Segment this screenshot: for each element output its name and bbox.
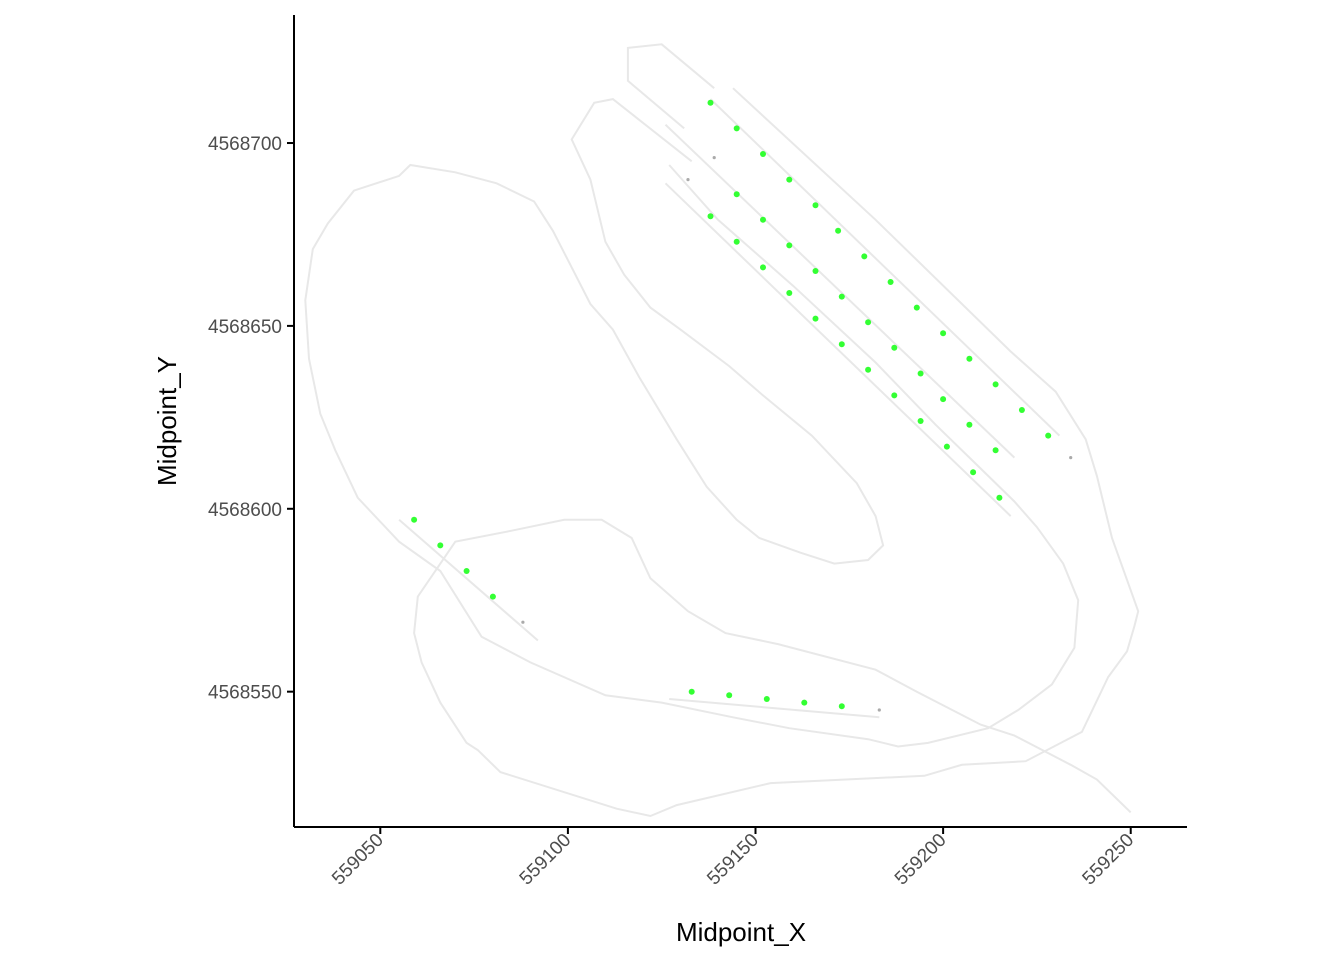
data-point [891,392,898,399]
data-point [940,330,947,337]
data-point [943,443,950,450]
data-point [992,381,999,388]
track-line [398,519,539,642]
data-point [838,703,845,710]
data-point [733,125,740,132]
data-point [865,366,872,373]
data-point [786,290,793,296]
data-point [887,279,894,285]
x-tick-label: 559150 [703,830,763,890]
y-tick-label: 4568650 [208,317,282,338]
data-point-excluded [686,178,690,182]
x-tick-label: 559250 [1079,830,1139,890]
y-tick-label: 4568600 [208,500,282,521]
data-point [812,315,819,322]
data-point [812,268,819,274]
data-point [966,421,973,428]
data-point [1045,432,1052,439]
track-line [664,182,1012,517]
data-point [917,370,924,377]
data-point [992,447,999,454]
x-tick-label: 559200 [891,830,951,890]
data-point [838,341,845,348]
data-point [838,293,845,300]
data-point [970,469,977,476]
data-point [489,593,496,600]
data-point-excluded [1069,456,1073,460]
x-ticks: 559050 559100 559150 559200 559250 [328,827,1138,889]
data-point-excluded [521,620,525,624]
data-point [437,542,444,549]
data-point [812,202,819,209]
data-point [913,304,920,311]
track-layer [398,98,1061,719]
data-point [760,216,766,223]
data-point [726,692,733,699]
data-point [996,494,1003,501]
x-axis-title: Midpoint_X [676,917,806,947]
boundary-line [304,98,1080,748]
data-point [463,568,470,574]
data-point [707,213,714,220]
data-point [865,319,872,326]
track-line [709,98,1061,437]
data-point [917,418,924,424]
data-point [891,344,898,351]
data-point [763,696,770,702]
data-point [861,253,868,260]
point-layer [411,99,1073,712]
y-tick-label: 4568550 [208,683,282,704]
data-point [835,227,842,234]
data-point [966,355,973,362]
data-point-excluded [712,156,716,160]
y-ticks: 4568550 4568600 4568650 4568700 [208,134,294,704]
track-line [664,123,1016,459]
boundary-line [626,43,715,130]
data-point [786,176,793,183]
data-point [760,264,766,271]
track-line [669,698,880,719]
data-point [786,242,793,249]
boundary-line [413,87,1140,818]
data-point [801,699,808,706]
data-point [733,191,740,198]
y-tick-label: 4568700 [208,134,282,155]
data-point [940,396,947,403]
data-point [1018,407,1025,413]
x-tick-label: 559100 [516,830,576,890]
data-point [760,151,766,157]
data-point [688,688,695,695]
data-point [707,99,714,106]
boundary-layer [304,43,1140,818]
data-point-excluded [877,708,881,712]
y-axis-title: Midpoint_Y [152,356,182,486]
x-tick-label: 559050 [328,830,388,890]
data-point [411,516,418,523]
data-point [733,238,740,245]
